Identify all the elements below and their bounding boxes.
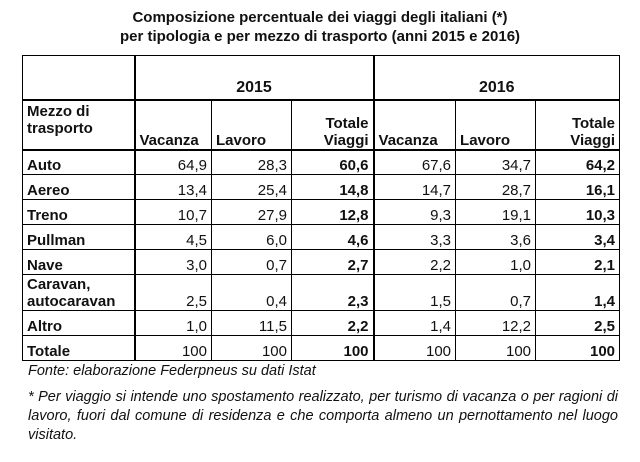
table-row: Nave 3,0 0,7 2,7 2,2 1,0 2,1 (22, 249, 621, 275)
table-cell: 67,6 (372, 148, 457, 175)
table-body: Auto 64,9 28,3 60,6 67,6 34,7 64,2 Aereo 13,4 25,… (22, 148, 621, 361)
table-cell: 2,1 (535, 249, 621, 275)
table-cell: 100 (133, 335, 212, 361)
table-title: Composizione percentuale dei viaggi degl… (0, 8, 640, 46)
table-cell: 3,0 (133, 249, 212, 275)
corner-cell (22, 55, 135, 100)
table-cell: 10,3 (535, 199, 621, 225)
table-row: Caravan, autocaravan 2,5 0,4 2,3 1,5 0,7 1,4 (22, 274, 621, 311)
table-cell: 1,0 (455, 249, 537, 275)
table-cell: 2,3 (290, 274, 375, 311)
table-row: Auto 64,9 28,3 60,6 67,6 34,7 64,2 (22, 148, 621, 175)
table-cell: 27,9 (211, 199, 292, 225)
table-row: Aereo 13,4 25,4 14,8 14,7 28,7 16,1 (22, 174, 621, 200)
row-label: Caravan, autocaravan (22, 274, 135, 311)
year-2016-header: 2016 (372, 55, 621, 100)
table-cell: 0,7 (455, 274, 537, 311)
table-cell: 100 (372, 335, 457, 361)
table-cell: 14,8 (290, 174, 375, 200)
table-cell: 0,7 (211, 249, 292, 275)
header-totale-2015: Totale Viaggi (290, 98, 375, 150)
table-row: Totale 100 100 100 100 100 100 (22, 335, 621, 361)
table-cell: 4,6 (290, 224, 375, 250)
table-cell: 4,5 (133, 224, 212, 250)
header-lavoro-2016: Lavoro (455, 98, 537, 150)
table-cell: 10,7 (133, 199, 212, 225)
table-cell: 64,9 (133, 148, 212, 175)
table-cell: 14,7 (372, 174, 457, 200)
table-cell: 100 (290, 335, 375, 361)
table-cell: 1,0 (133, 310, 212, 336)
header-lavoro-2015: Lavoro (211, 98, 292, 150)
table-cell: 19,1 (455, 199, 537, 225)
table-cell: 2,2 (372, 249, 457, 275)
table-cell: 1,4 (372, 310, 457, 336)
table-cell: 3,4 (535, 224, 621, 250)
title-line-1: Composizione percentuale dei viaggi degl… (132, 9, 508, 26)
table-cell: 25,4 (211, 174, 292, 200)
row-label: Altro (22, 310, 135, 336)
travel-composition-table: 2015 2016 Mezzo di trasporto Vacanza Lav… (22, 55, 621, 361)
header-totale-2016: Totale Viaggi (535, 98, 621, 150)
table-cell: 28,3 (211, 148, 292, 175)
table-cell: 100 (535, 335, 621, 361)
table-cell: 2,7 (290, 249, 375, 275)
footnote: * Per viaggio si intende uno spostamento… (28, 389, 618, 443)
row-label: Nave (22, 249, 135, 275)
table-row: Altro 1,0 11,5 2,2 1,4 12,2 2,5 (22, 310, 621, 336)
table-cell: 12,2 (455, 310, 537, 336)
year-2015-header: 2015 (133, 55, 375, 100)
row-label: Totale (22, 335, 135, 361)
table-cell: 64,2 (535, 148, 621, 175)
source-note: Fonte: elaborazione Federpneus su dati I… (28, 363, 316, 379)
notes: Fonte: elaborazione Federpneus su dati I… (28, 362, 618, 445)
table-cell: 100 (211, 335, 292, 361)
table-cell: 2,5 (133, 274, 212, 311)
table-cell: 12,8 (290, 199, 375, 225)
table-cell: 100 (455, 335, 537, 361)
title-line-2: per tipologia e per mezzo di trasporto (… (119, 28, 521, 45)
table-cell: 0,4 (211, 274, 292, 311)
row-label: Pullman (22, 224, 135, 250)
row-label: Aereo (22, 174, 135, 200)
column-header-row: Mezzo di trasporto Vacanza Lavoro Totale… (22, 98, 621, 150)
table-cell: 9,3 (372, 199, 457, 225)
row-label: Auto (22, 148, 135, 175)
table-cell: 2,2 (290, 310, 375, 336)
table-cell: 34,7 (455, 148, 537, 175)
header-vacanza-2015: Vacanza (133, 98, 212, 150)
table-cell: 11,5 (211, 310, 292, 336)
table-row: Pullman 4,5 6,0 4,6 3,3 3,6 3,4 (22, 224, 621, 250)
table-cell: 60,6 (290, 148, 375, 175)
table-cell: 16,1 (535, 174, 621, 200)
row-label: Treno (22, 199, 135, 225)
table-cell: 1,4 (535, 274, 621, 311)
table-cell: 6,0 (211, 224, 292, 250)
table-cell: 13,4 (133, 174, 212, 200)
table-cell: 3,3 (372, 224, 457, 250)
year-header-row: 2015 2016 (22, 55, 621, 100)
header-vacanza-2016: Vacanza (372, 98, 457, 150)
table-cell: 2,5 (535, 310, 621, 336)
header-mezzo: Mezzo di trasporto (22, 98, 135, 150)
table-row: Treno 10,7 27,9 12,8 9,3 19,1 10,3 (22, 199, 621, 225)
table-cell: 3,6 (455, 224, 537, 250)
table-cell: 28,7 (455, 174, 537, 200)
table-cell: 1,5 (372, 274, 457, 311)
